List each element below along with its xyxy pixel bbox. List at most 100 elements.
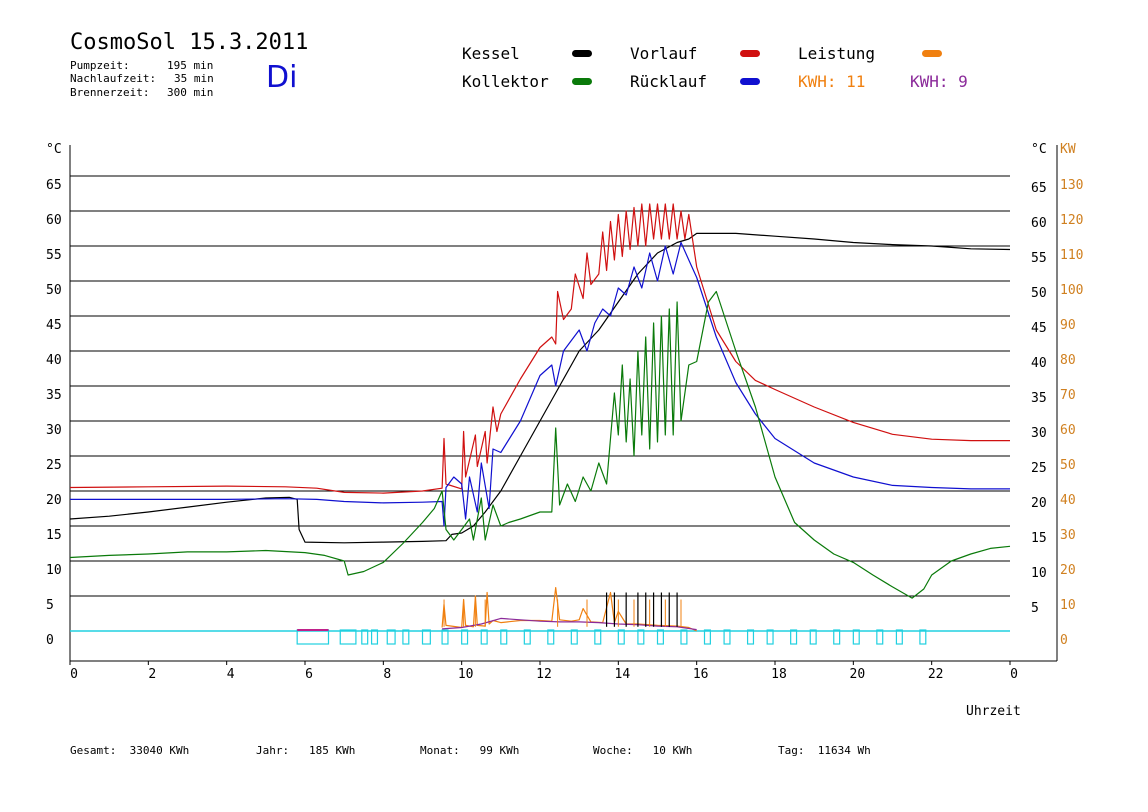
series-line-kwh2 (442, 617, 697, 631)
x-tick-label: 22 (928, 667, 944, 682)
pump-interval-box (296, 629, 330, 645)
right-tick-c-label: 30 (1031, 426, 1047, 441)
nachlaufzeit-label: Nachlaufzeit: (70, 72, 157, 85)
x-tick-label: 8 (383, 667, 391, 682)
right-tick-c-label: 60 (1031, 216, 1047, 231)
footer-tag: Tag: 11634 Wh (778, 744, 871, 757)
pump-interval-box (833, 629, 841, 645)
pump-interval-box (680, 629, 688, 645)
pumpzeit-value: 195 min (167, 59, 214, 72)
right-unit-c-label: °C (1031, 142, 1047, 157)
pump-interval-box (523, 629, 531, 645)
legend-kwh2: KWH: 9 (910, 72, 968, 91)
pump-interval-box (766, 629, 774, 645)
footer-woche: Woche: 10 KWh (593, 744, 693, 757)
right-tick-c-label: 15 (1031, 531, 1047, 546)
nachlaufzeit-value: 35 min (174, 72, 214, 85)
left-unit-label: °C (46, 142, 62, 157)
footer-monat: Monat: 99 KWh (420, 744, 520, 757)
pump-interval-box (461, 629, 469, 645)
right-unit-kw-label: KW (1060, 142, 1076, 157)
x-tick-label: 14 (615, 667, 631, 682)
weekday-label: Di (266, 60, 298, 95)
right-tick-c-label: 65 (1031, 181, 1047, 196)
pump-interval-box (809, 629, 817, 645)
pump-interval-box (386, 629, 396, 645)
right-tick-kw-label: 110 (1060, 248, 1083, 263)
left-tick-label: 25 (46, 458, 62, 473)
right-tick-c-label: 25 (1031, 461, 1047, 476)
left-tick-label: 60 (46, 213, 62, 228)
pump-interval-box (594, 629, 602, 645)
right-tick-kw-label: 10 (1060, 598, 1076, 613)
x-tick-label: 20 (850, 667, 866, 682)
pump-interval-box (790, 629, 798, 645)
pump-interval-box (570, 629, 578, 645)
series-line-kessel (69, 232, 1011, 544)
legend-kwh1: KWH: 11 (798, 72, 866, 91)
x-axis-title: Uhrzeit (966, 704, 1021, 719)
x-tick-label: 16 (693, 667, 709, 682)
footer-gesamt: Gesamt: 33040 KWh (70, 744, 190, 757)
pump-interval-box (723, 629, 731, 645)
legend-kessel-swatch (572, 50, 592, 57)
right-tick-c-label: 10 (1031, 566, 1047, 581)
left-tick-label: 5 (46, 598, 54, 613)
left-tick-label: 35 (46, 388, 62, 403)
legend-kollektor-swatch (572, 78, 592, 85)
left-tick-label: 10 (46, 563, 62, 578)
right-tick-c-label: 45 (1031, 321, 1047, 336)
legend-kessel-label: Kessel (462, 44, 520, 63)
x-tick-label: 12 (536, 667, 552, 682)
pump-interval-box (480, 629, 488, 645)
pump-interval-box (876, 629, 884, 645)
right-tick-kw-label: 80 (1060, 353, 1076, 368)
pump-interval-box (361, 629, 369, 645)
right-tick-c-label: 55 (1031, 251, 1047, 266)
right-tick-kw-label: 90 (1060, 318, 1076, 333)
pump-interval-box (746, 629, 755, 645)
legend-kollektor-label: Kollektor (462, 72, 549, 91)
right-tick-c-label: 20 (1031, 496, 1047, 511)
right-tick-c-label: 50 (1031, 286, 1047, 301)
brennerzeit-label: Brennerzeit: (70, 86, 150, 99)
x-tick-label: 0 (70, 667, 78, 682)
pump-interval-box (852, 629, 860, 645)
left-tick-label: 40 (46, 353, 62, 368)
pump-interval-box (500, 629, 508, 645)
legend-vorlauf-label: Vorlauf (630, 44, 698, 63)
pump-interval-box (402, 629, 410, 645)
legend-leistung-label: Leistung (798, 44, 876, 63)
right-tick-kw-label: 120 (1060, 213, 1083, 228)
right-tick-kw-label: 0 (1060, 633, 1068, 648)
right-tick-kw-label: 40 (1060, 493, 1076, 508)
right-tick-kw-label: 20 (1060, 563, 1076, 578)
pump-interval-box (547, 629, 555, 645)
series-line-vorlauf (69, 203, 1010, 494)
left-tick-label: 0 (46, 633, 54, 648)
x-tick-label: 4 (227, 667, 235, 682)
right-tick-kw-label: 100 (1060, 283, 1083, 298)
pumpzeit-label: Pumpzeit: (70, 59, 130, 72)
pump-interval-box (421, 629, 431, 645)
left-tick-label: 65 (46, 178, 62, 193)
left-tick-label: 15 (46, 528, 62, 543)
right-tick-c-label: 35 (1031, 391, 1047, 406)
left-tick-label: 45 (46, 318, 62, 333)
x-tick-label: 18 (771, 667, 787, 682)
left-tick-label: 30 (46, 423, 62, 438)
right-tick-kw-label: 60 (1060, 423, 1076, 438)
legend-ruecklauf-label: Rücklauf (630, 72, 708, 91)
right-tick-kw-label: 30 (1060, 528, 1076, 543)
x-tick-label: 0 (1010, 667, 1018, 682)
series-line-ruecklauf (70, 241, 1010, 527)
pump-interval-box (339, 629, 357, 645)
pump-interval-box (370, 629, 379, 645)
pump-interval-box (617, 629, 625, 645)
left-tick-label: 50 (46, 283, 62, 298)
legend-vorlauf-swatch (740, 50, 760, 57)
pump-interval-box (441, 629, 449, 645)
pump-interval-box (895, 629, 903, 645)
pump-interval-box (656, 629, 664, 645)
right-tick-kw-label: 50 (1060, 458, 1076, 473)
